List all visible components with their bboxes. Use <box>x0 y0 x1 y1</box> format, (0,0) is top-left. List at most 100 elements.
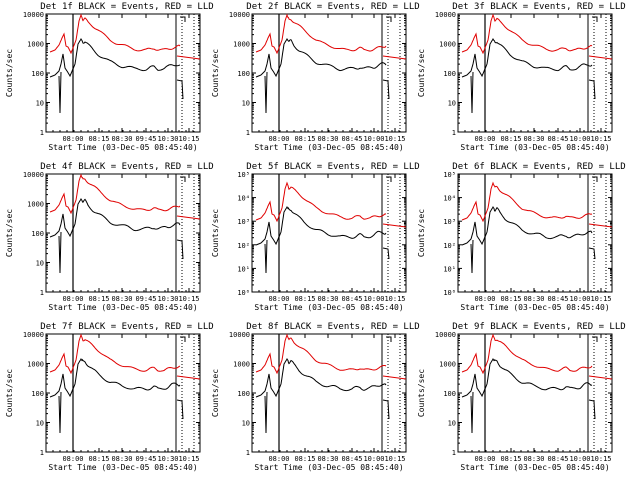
y-tick-label: 100 <box>237 390 250 398</box>
series-events-tail <box>382 247 390 260</box>
x-tick-label: 09:45 <box>135 455 156 463</box>
y-tick-label: 10000 <box>229 331 250 339</box>
y-tick-label: 10000 <box>435 11 456 19</box>
x-tick-label: 08:15 <box>88 295 109 303</box>
series-events-tail <box>176 79 184 100</box>
y-tick-label: 10³ <box>443 218 456 226</box>
x-tick-label: 08:30 <box>111 295 132 303</box>
y-tick-label: 1000 <box>233 41 250 49</box>
y-tick-label: 10² <box>237 242 250 250</box>
x-axis-label: Start Time (03-Dec-05 08:45:40) <box>254 463 403 472</box>
chart-det2: Det 2f BLACK = Events, RED = LLD 1 10 100 10… <box>211 2 420 152</box>
x-tick-label: 08:45 <box>341 455 362 463</box>
x-tick-label: 08:30 <box>523 135 544 143</box>
x-tick-label: 08:15 <box>294 455 315 463</box>
x-tick-label: 08:45 <box>547 455 568 463</box>
y-tick-label: 1 <box>40 449 44 457</box>
corner-bracket <box>180 176 186 182</box>
y-tick-label: 1 <box>452 449 456 457</box>
x-tick-label: 08:00 <box>268 295 289 303</box>
plot-frame <box>457 13 613 133</box>
series-events-line <box>49 38 181 78</box>
chart-det1: Det 1f BLACK = Events, RED = LLD 1 10 100 10… <box>5 2 214 152</box>
y-axis-label: Counts/sec <box>417 369 426 417</box>
series-events-line <box>255 206 387 246</box>
chart-title: Det 9f BLACK = Events, RED = LLD <box>452 322 625 332</box>
x-tick-label: 08:15 <box>500 295 521 303</box>
y-axis-label: Counts/sec <box>5 209 14 257</box>
y-tick-label: 100 <box>237 70 250 78</box>
x-tick-label: 08:45 <box>547 295 568 303</box>
plot-frame <box>45 13 201 133</box>
y-tick-label: 10000 <box>23 171 44 179</box>
series-events-line <box>255 358 387 398</box>
chart-title: Det 5f BLACK = Events, RED = LLD <box>246 162 419 172</box>
series-lld-tail <box>176 55 201 60</box>
x-tick-label: 08:30 <box>317 135 338 143</box>
x-axis-label: Start Time (03-Dec-05 08:45:40) <box>460 143 609 152</box>
series-events-start-segment <box>264 239 268 274</box>
y-tick-label: 1 <box>246 129 250 137</box>
chart-det6: Det 6f BLACK = Events, RED = LLD 10⁰ 10¹ 10… <box>417 162 626 312</box>
series-events-tail <box>382 399 390 420</box>
y-axis-label: Counts/sec <box>5 369 14 417</box>
corner-bracket <box>386 336 392 342</box>
x-tick-label: 08:15 <box>88 455 109 463</box>
chart-title: Det 4f BLACK = Events, RED = LLD <box>40 162 213 172</box>
y-tick-label: 1000 <box>27 41 44 49</box>
corner-bracket <box>180 16 186 22</box>
series-lld-line <box>49 13 181 55</box>
x-tick-label: 10:15 <box>384 295 405 303</box>
x-tick-label: 08:30 <box>523 295 544 303</box>
x-tick-label: 08:45 <box>341 135 362 143</box>
corner-bracket <box>592 16 598 22</box>
x-tick-label: 09:45 <box>135 295 156 303</box>
series-lld-tail <box>176 215 201 220</box>
series-events-tail <box>588 79 596 100</box>
chart-title: Det 8f BLACK = Events, RED = LLD <box>246 322 419 332</box>
x-tick-label: 08:00 <box>474 295 495 303</box>
y-tick-label: 10 <box>36 420 44 428</box>
y-tick-label: 10⁴ <box>237 195 250 203</box>
chart-det7: Det 7f BLACK = Events, RED = LLD 1 10 100 10… <box>5 322 214 472</box>
chart-det5: Det 5f BLACK = Events, RED = LLD 10⁰ 10¹ 10… <box>211 162 420 312</box>
chart-title: Det 6f BLACK = Events, RED = LLD <box>452 162 625 172</box>
x-axis-label: Start Time (03-Dec-05 08:45:40) <box>48 303 197 312</box>
series-lld-tail <box>382 223 407 228</box>
corner-bracket <box>592 336 598 342</box>
x-tick-label: 08:15 <box>294 295 315 303</box>
series-events-start-segment <box>470 391 474 434</box>
plot-frame <box>45 173 201 293</box>
y-axis-label: Counts/sec <box>417 49 426 97</box>
series-lld-tail <box>588 223 613 228</box>
corner-bracket <box>386 176 392 182</box>
y-tick-label: 10² <box>443 242 456 250</box>
x-tick-label: 10:00 <box>363 295 384 303</box>
x-tick-label: 08:00 <box>62 295 83 303</box>
x-tick-label: 10:15 <box>590 135 611 143</box>
y-tick-label: 10¹ <box>237 265 250 273</box>
y-tick-label: 10⁰ <box>443 289 456 297</box>
x-tick-label: 10:15 <box>384 455 405 463</box>
x-tick-label: 10:15 <box>590 455 611 463</box>
y-tick-label: 10³ <box>237 218 250 226</box>
chart-title: Det 1f BLACK = Events, RED = LLD <box>40 2 213 12</box>
x-tick-label: 08:30 <box>111 455 132 463</box>
plot-frame <box>457 333 613 453</box>
x-tick-label: 08:15 <box>88 135 109 143</box>
chart-title: Det 3f BLACK = Events, RED = LLD <box>452 2 625 12</box>
x-tick-label: 08:15 <box>294 135 315 143</box>
y-tick-label: 10 <box>448 100 456 108</box>
y-tick-label: 100 <box>31 230 44 238</box>
series-events-tail <box>382 79 390 100</box>
series-events-tail <box>176 399 184 420</box>
x-axis-label: Start Time (03-Dec-05 08:45:40) <box>460 303 609 312</box>
series-events-start-segment <box>58 231 62 274</box>
series-lld-line <box>461 13 593 55</box>
x-tick-label: 10:30 <box>157 135 178 143</box>
series-lld-tail <box>382 375 407 380</box>
y-tick-label: 10000 <box>229 11 250 19</box>
x-axis-label: Start Time (03-Dec-05 08:45:40) <box>254 143 403 152</box>
series-events-line <box>461 358 593 398</box>
x-tick-label: 08:00 <box>62 455 83 463</box>
